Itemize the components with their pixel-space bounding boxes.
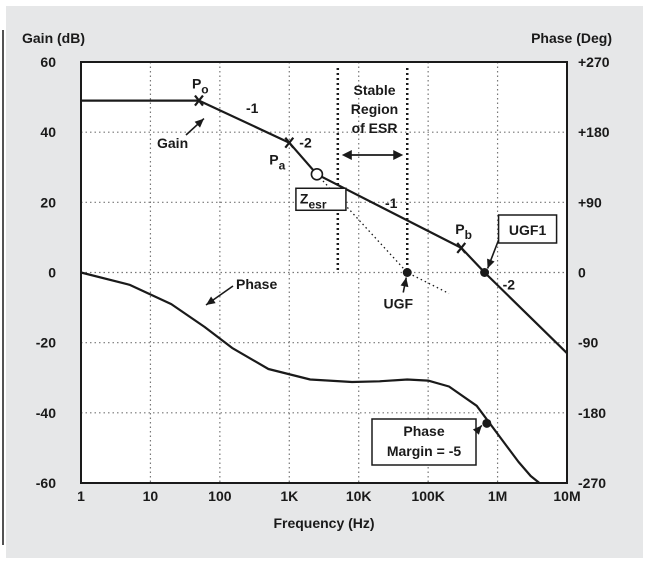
marker-zesr [310,167,324,181]
marker-ugf [402,268,412,277]
stable-esr-region: Stable Region of ESR [336,68,409,271]
axis-tick-labels: 1 10 100 1K 10K 100K 1M 10M6040200-20-40-60+270… [36,54,610,504]
x-tick-label: 100K [411,488,444,504]
annotation-s3: -1 [385,195,398,211]
y-tick-label: 40 [40,124,56,140]
y2-tick-label: 0 [578,265,586,281]
annotation-phase-arrowhead [206,296,216,305]
x-tick-label: 1M [488,488,507,504]
y2-tick-label: -270 [578,475,606,491]
x-tick-label: 1 [77,488,85,504]
annotation-s2: -2 [299,135,312,151]
region-arrowhead-right [393,150,404,160]
annotation-pm1: Phase [403,423,444,439]
marker-pm [482,418,492,428]
annotation-s4: -2 [503,277,516,293]
annotation-ugf1-arrowhead [487,258,495,269]
annotation-ugf: UGF [383,296,413,312]
x-tick-label: 1K [280,488,298,504]
plot-frame [80,61,568,484]
y-tick-label: -40 [36,405,56,421]
annotation-ugf-arrowhead [400,277,409,288]
annotation-gain: Gain [157,135,188,151]
y-tick-label: 0 [48,265,56,281]
region-label: Stable [354,82,396,98]
y2-tick-label: +270 [578,54,610,70]
chart-markers [194,94,492,428]
annotation-pm-arrowhead [472,425,482,435]
marker-pa [284,137,295,149]
y2-axis-title: Phase (Deg) [531,30,612,46]
x-axis-title: Frequency (Hz) [273,515,374,531]
annotation-ugf1-box [497,214,558,244]
y2-tick-label: +90 [578,194,602,210]
marker-po [194,94,204,107]
annotation-pm-box [371,418,477,466]
marker-ugf1 [480,268,490,277]
y-tick-label: 20 [40,194,56,210]
y2-tick-label: -90 [578,335,598,351]
region-arrowhead-left [341,150,352,160]
region-label: of ESR [352,120,398,136]
y-tick-label: 60 [40,54,56,70]
annotation-zesr-box [295,187,347,212]
y2-tick-label: -180 [578,405,606,421]
x-tick-label: 10K [346,488,372,504]
y2-tick-label: +180 [578,124,610,140]
x-tick-label: 100 [208,488,232,504]
marker-pb [456,242,467,254]
series-phase-line [80,271,541,484]
annotation-phase: Phase [236,276,277,292]
y-tick-label: -60 [36,475,56,491]
region-label: Region [351,101,398,117]
y-tick-label: -20 [36,335,56,351]
annotation-ugf1: UGF1 [509,222,547,238]
annotation-s1: -1 [246,100,259,116]
x-tick-label: 10 [143,488,159,504]
annotation-pm2: Margin = -5 [387,443,462,459]
x-tick-label: 10M [553,488,580,504]
y-axis-title: Gain (dB) [22,30,85,46]
annotation-gain-arrowhead [194,118,204,128]
